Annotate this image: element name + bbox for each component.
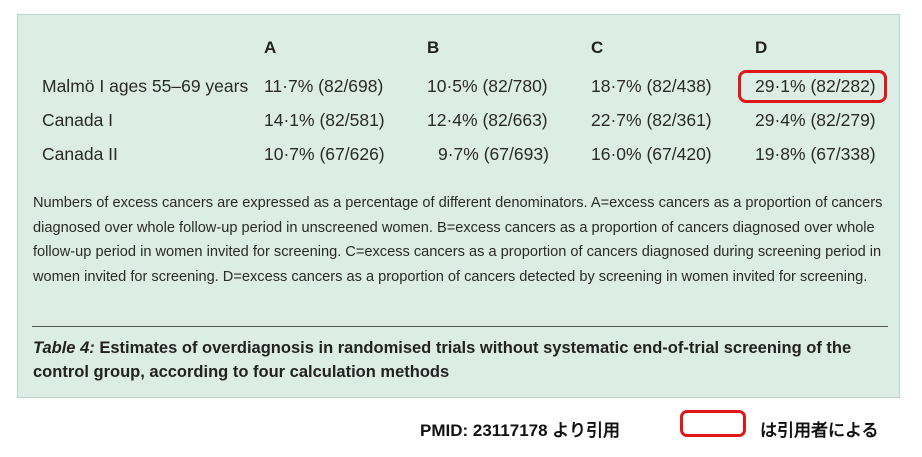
column-header-d: D bbox=[755, 38, 768, 57]
legend-highlight-swatch bbox=[680, 410, 746, 437]
caption-divider bbox=[32, 326, 888, 327]
table-cell: 12·4% (82/663) bbox=[427, 110, 548, 130]
table-cell: 29·4% (82/279) bbox=[755, 110, 876, 130]
highlight-box bbox=[738, 70, 887, 103]
table-cell: 9·7% (67/693) bbox=[438, 144, 549, 164]
column-header-c: C bbox=[591, 38, 604, 57]
table-cell: 19·8% (67/338) bbox=[755, 144, 876, 164]
table-cell: 14·1% (82/581) bbox=[264, 110, 385, 130]
table-cell: 16·0% (67/420) bbox=[591, 144, 712, 164]
table-panel bbox=[17, 14, 900, 398]
caption-text: Estimates of overdiagnosis in randomised… bbox=[33, 339, 852, 381]
table-cell-highlighted: 29·1% (82/282) bbox=[755, 76, 876, 96]
legend-text: は引用者による bbox=[760, 421, 879, 440]
source-note: PMID: 23117178 より引用 bbox=[420, 421, 620, 440]
table-caption: Table 4: Estimates of overdiagnosis in r… bbox=[33, 336, 888, 384]
table-cell: 18·7% (82/438) bbox=[591, 76, 712, 96]
row-label-canada-i: Canada I bbox=[42, 110, 114, 130]
table-cell: 10·7% (67/626) bbox=[264, 144, 385, 164]
table-footnote: Numbers of excess cancers are expressed … bbox=[33, 195, 883, 285]
column-header-a: A bbox=[264, 38, 277, 57]
row-label-malmo: Malmö I ages 55–69 years bbox=[42, 76, 249, 96]
table-cell: 11·7% (82/698) bbox=[264, 76, 384, 96]
table-cell: 10·5% (82/780) bbox=[427, 76, 548, 96]
column-header-b: B bbox=[427, 38, 440, 57]
table-cell: 22·7% (82/361) bbox=[591, 110, 712, 130]
row-label-canada-ii: Canada II bbox=[42, 144, 118, 164]
caption-label: Table 4: bbox=[33, 339, 95, 357]
